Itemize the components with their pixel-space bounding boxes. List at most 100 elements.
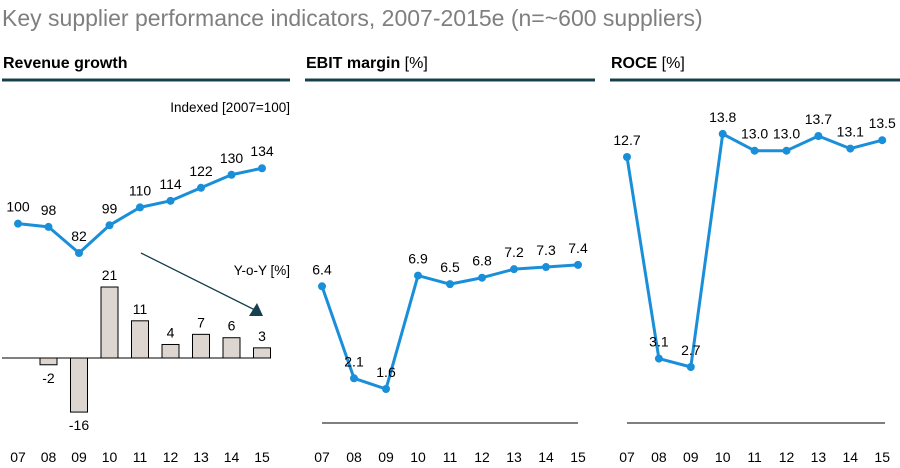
data-point — [654, 354, 663, 363]
x-tick-label: 08 — [41, 449, 57, 465]
series-line-2 — [625, 132, 883, 369]
data-point — [75, 249, 83, 257]
panel-title-2: ROCE [%] — [611, 55, 685, 72]
x-tick-label: 08 — [346, 449, 362, 465]
yoy-bar-label: 6 — [228, 318, 236, 334]
data-label: 6.4 — [312, 261, 332, 277]
yoy-bar-label: 3 — [258, 328, 266, 344]
yoy-bar-label: 11 — [133, 301, 148, 317]
x-tick-label: 15 — [570, 449, 586, 465]
data-label: 82 — [71, 228, 87, 244]
data-point — [846, 144, 855, 153]
data-point — [258, 164, 266, 173]
data-point — [166, 196, 175, 205]
data-label: 13.1 — [837, 124, 864, 140]
x-tick-label: 08 — [651, 449, 667, 465]
data-label: 130 — [220, 150, 244, 166]
x-tick-label: 13 — [506, 449, 522, 465]
yoy-bar — [161, 343, 180, 359]
yoy-bar — [192, 333, 210, 359]
x-tick-label: 09 — [71, 449, 87, 465]
data-label: 2.1 — [344, 353, 364, 369]
data-point — [446, 280, 454, 289]
x-tick-label: 15 — [874, 449, 890, 465]
data-point — [197, 183, 205, 192]
data-label: 6.8 — [472, 253, 492, 269]
x-tick-label: 14 — [843, 449, 859, 465]
data-label: 7.4 — [568, 240, 588, 256]
x-tick-label: 07 — [10, 449, 26, 465]
x-tick-label: 13 — [193, 449, 209, 465]
x-tick-label: 10 — [102, 449, 118, 465]
data-point — [44, 222, 53, 231]
data-label: 98 — [41, 202, 57, 218]
data-label: 7.2 — [504, 244, 524, 260]
yoy-bar-label: -16 — [69, 417, 89, 433]
x-tick-label: 14 — [538, 449, 554, 465]
data-label: 6.5 — [440, 259, 460, 275]
data-label: 1.6 — [376, 364, 396, 380]
data-point — [623, 153, 631, 161]
yoy-bar — [70, 357, 88, 413]
data-point — [814, 132, 823, 140]
data-label: 134 — [250, 143, 274, 159]
index-annotation: Indexed [2007=100] — [170, 100, 290, 115]
yoy-annotation: Y-o-Y [%] — [234, 263, 290, 278]
x-tick-label: 11 — [443, 449, 458, 465]
data-label: 13.8 — [709, 109, 736, 125]
data-point — [878, 136, 887, 145]
data-label: 6.9 — [408, 251, 428, 267]
data-point — [414, 271, 422, 280]
main-title: Key supplier performance indicators, 200… — [2, 5, 703, 31]
yoy-bar — [253, 347, 271, 359]
data-label: 12.7 — [613, 132, 640, 148]
trend-arrow-line — [140, 252, 256, 311]
x-tick-label: 10 — [410, 449, 426, 465]
x-tick-label: 07 — [314, 449, 330, 465]
data-point — [227, 170, 236, 179]
x-tick-label: 09 — [683, 449, 699, 465]
yoy-bar — [100, 286, 119, 359]
yoy-bar — [131, 320, 149, 359]
x-tick-label: 10 — [715, 449, 731, 465]
x-tick-label: 07 — [619, 449, 635, 465]
data-point — [350, 374, 358, 383]
data-label: 13.0 — [741, 126, 768, 142]
x-tick-label: 14 — [224, 449, 240, 465]
data-label: 7.3 — [536, 242, 556, 258]
trend-arrow-head — [249, 303, 263, 316]
x-tick-label: 11 — [133, 449, 148, 465]
x-tick-label: 12 — [474, 449, 490, 465]
yoy-bar-label: 7 — [197, 314, 205, 330]
yoy-bar — [39, 357, 58, 366]
data-point — [686, 363, 695, 371]
data-label: 3.1 — [649, 334, 669, 350]
data-label: 99 — [102, 200, 118, 216]
yoy-bar-label: 4 — [167, 324, 175, 340]
x-tick-label: 09 — [378, 449, 394, 465]
data-label: 2.7 — [681, 342, 701, 358]
data-point — [105, 221, 114, 230]
data-point — [510, 265, 518, 274]
data-label: 110 — [129, 182, 152, 198]
data-point — [318, 282, 326, 291]
x-tick-label: 12 — [779, 449, 795, 465]
x-tick-label: 13 — [811, 449, 827, 465]
yoy-bar-label: -2 — [42, 370, 55, 386]
data-point — [382, 385, 390, 393]
data-label: 122 — [189, 163, 213, 179]
data-label: 100 — [6, 199, 30, 215]
yoy-bar-label: 21 — [102, 267, 118, 283]
data-point — [750, 146, 759, 155]
data-label: 114 — [159, 176, 182, 192]
x-tick-label: 12 — [163, 449, 179, 465]
data-point — [542, 263, 550, 272]
x-tick-label: 15 — [254, 449, 270, 465]
data-point — [782, 146, 791, 155]
data-point — [718, 129, 727, 138]
data-point — [14, 219, 22, 228]
data-point — [136, 203, 144, 212]
data-label: 13.5 — [869, 115, 896, 131]
x-tick-label: 11 — [747, 449, 762, 465]
